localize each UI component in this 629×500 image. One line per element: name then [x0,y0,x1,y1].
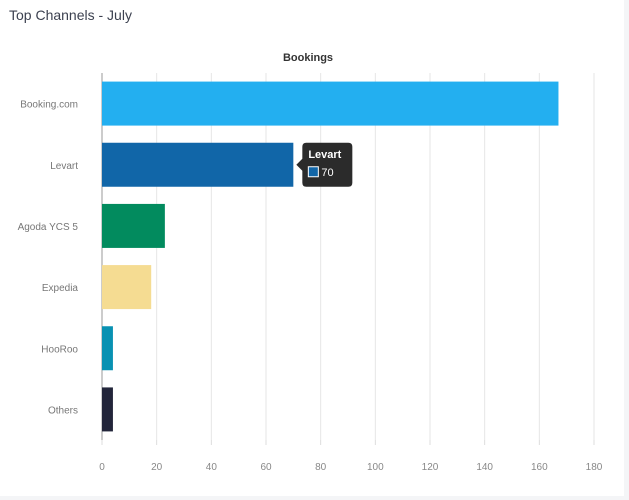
x-tick-label: 140 [476,462,493,473]
x-tick-label: 100 [367,462,384,473]
category-labels: Booking.com Levart Agoda YCS 5 Expedia HooRo… [18,100,79,417]
category-label: Levart [50,161,78,172]
category-label: Others [48,405,78,416]
bar-booking-com[interactable] [102,81,559,126]
category-label: HooRoo [41,344,78,355]
x-tick-label: 160 [531,462,548,473]
x-tick-label: 120 [422,462,439,473]
bar-others[interactable] [102,387,113,432]
bar-expedia[interactable] [102,265,152,310]
x-tick-label: 40 [206,462,218,473]
x-tick-label: 80 [315,462,327,473]
bars [102,81,559,432]
bar-agoda-ycs-5[interactable] [102,203,165,248]
category-label: Expedia [42,283,79,294]
bar-levart[interactable] [102,142,294,187]
grid-lines [101,73,595,445]
x-tick-label: 60 [260,462,272,473]
x-tick-label: 0 [99,462,105,473]
category-label: Booking.com [20,100,78,111]
category-label: Agoda YCS 5 [18,222,79,233]
tooltip-title: Levart [308,149,341,161]
tooltip: Levart 70 [296,142,353,187]
x-tick-label: 20 [151,462,163,473]
card-title: Top Channels - July [9,7,132,23]
chart-title: Bookings [283,52,333,64]
x-tick-label: 180 [586,462,603,473]
tooltip-value: 70 [321,167,333,179]
x-tick-labels: 0 20 40 60 80 100 120 140 160 180 [99,462,603,473]
bar-hooroo[interactable] [102,326,113,371]
tooltip-swatch [307,166,319,178]
